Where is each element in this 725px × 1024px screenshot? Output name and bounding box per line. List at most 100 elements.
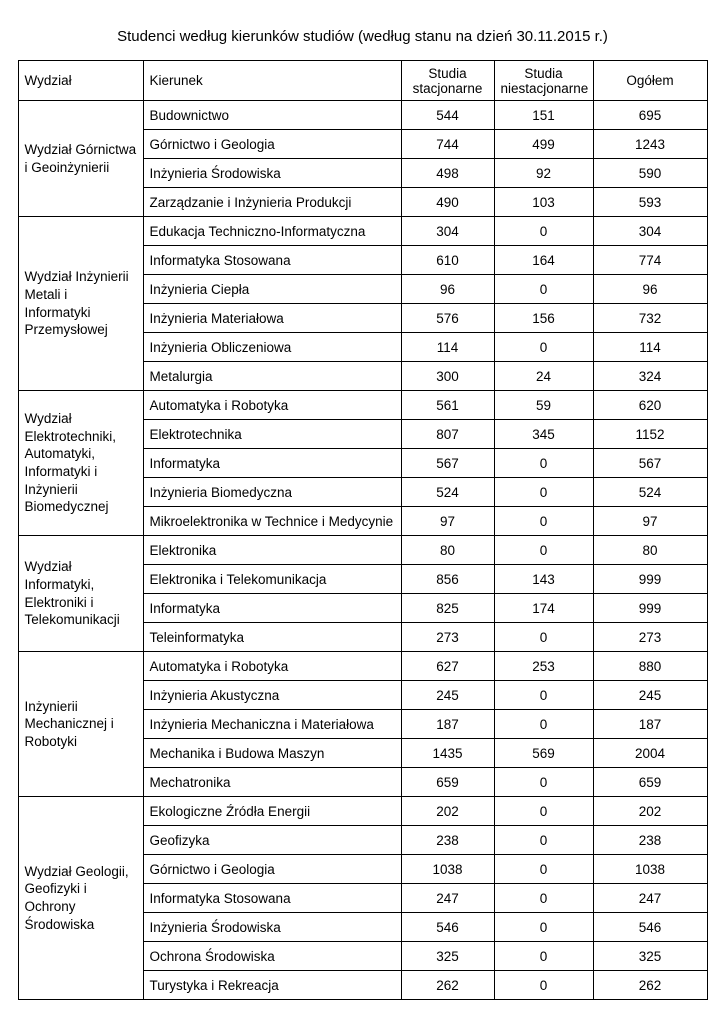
kierunek-cell: Mechatronika bbox=[142, 767, 402, 797]
kierunek-cell: Automatyka i Robotyka bbox=[142, 651, 402, 681]
table-row: Wydział Elektrotechniki, Automatyki, Inf… bbox=[17, 390, 708, 536]
kierunek-cell: Ochrona Środowiska bbox=[142, 941, 402, 971]
table-row: Elektronika i Telekomunikacja 856 143 999 bbox=[18, 564, 708, 594]
niestacjonarne-cell: 0 bbox=[493, 680, 594, 710]
niestacjonarne-cell: 24 bbox=[493, 361, 594, 391]
stacjonarne-cell: 490 bbox=[400, 187, 495, 217]
table-row: Inżynierii Mechanicznej i Robotyki Automa… bbox=[17, 651, 708, 797]
table-row: Górnictwo i Geologia 1038 0 1038 bbox=[18, 854, 708, 884]
table-row: Inżynieria Środowiska 546 0 546 bbox=[18, 912, 708, 942]
kierunek-cell: Inżynieria Ciepła bbox=[142, 274, 402, 304]
ogolem-cell: 114 bbox=[592, 332, 708, 362]
kierunek-cell: Geofizyka bbox=[142, 825, 402, 855]
stacjonarne-cell: 1038 bbox=[400, 854, 495, 884]
table-row: Górnictwo i Geologia 744 499 1243 bbox=[18, 129, 708, 159]
stacjonarne-cell: 80 bbox=[400, 535, 495, 565]
table-row: Wydział Informatyki, Elektroniki i Telek… bbox=[17, 535, 708, 652]
table-row: Inżynieria Ciepła 96 0 96 bbox=[18, 274, 708, 304]
ogolem-cell: 567 bbox=[592, 448, 708, 478]
column-header-kierunek: Kierunek bbox=[142, 60, 402, 101]
table-row: Informatyka 825 174 999 bbox=[18, 593, 708, 623]
stacjonarne-cell: 627 bbox=[400, 651, 495, 681]
stacjonarne-cell: 659 bbox=[400, 767, 495, 797]
ogolem-cell: 1243 bbox=[592, 129, 708, 159]
column-header-wydzial: Wydział bbox=[17, 60, 144, 101]
niestacjonarne-cell: 0 bbox=[493, 941, 594, 971]
niestacjonarne-cell: 0 bbox=[493, 767, 594, 797]
stacjonarne-cell: 202 bbox=[400, 796, 495, 826]
faculty-cell: Wydział Elektrotechniki, Automatyki, Inf… bbox=[17, 390, 144, 536]
niestacjonarne-cell: 0 bbox=[493, 912, 594, 942]
column-header-ogolem: Ogółem bbox=[592, 60, 708, 101]
niestacjonarne-cell: 0 bbox=[493, 970, 594, 1000]
kierunek-cell: Edukacja Techniczno-Informatyczna bbox=[142, 216, 402, 246]
stacjonarne-cell: 807 bbox=[400, 419, 495, 449]
table-row: Wydział Inżynierii Metali i Informatyki … bbox=[17, 216, 708, 391]
table-row: Elektrotechnika 807 345 1152 bbox=[18, 419, 708, 449]
stacjonarne-cell: 610 bbox=[400, 245, 495, 275]
kierunek-cell: Teleinformatyka bbox=[142, 622, 402, 652]
stacjonarne-cell: 187 bbox=[400, 709, 495, 739]
niestacjonarne-cell: 103 bbox=[493, 187, 594, 217]
niestacjonarne-cell: 253 bbox=[493, 651, 594, 681]
kierunek-cell: Informatyka Stosowana bbox=[142, 883, 402, 913]
stacjonarne-cell: 273 bbox=[400, 622, 495, 652]
kierunek-cell: Górnictwo i Geologia bbox=[142, 129, 402, 159]
ogolem-cell: 524 bbox=[592, 477, 708, 507]
niestacjonarne-cell: 0 bbox=[493, 506, 594, 536]
kierunek-cell: Metalurgia bbox=[142, 361, 402, 391]
stacjonarne-cell: 97 bbox=[400, 506, 495, 536]
ogolem-cell: 202 bbox=[592, 796, 708, 826]
kierunek-cell: Turystyka i Rekreacja bbox=[142, 970, 402, 1000]
table-row: Mechanika i Budowa Maszyn 1435 569 2004 bbox=[18, 738, 708, 768]
faculty-cell: Wydział Inżynierii Metali i Informatyki … bbox=[17, 216, 144, 391]
ogolem-cell: 324 bbox=[592, 361, 708, 391]
table-row: Zarządzanie i Inżynieria Produkcji 490 103… bbox=[18, 187, 708, 217]
kierunek-cell: Automatyka i Robotyka bbox=[142, 390, 402, 420]
stacjonarne-cell: 744 bbox=[400, 129, 495, 159]
ogolem-cell: 304 bbox=[592, 216, 708, 246]
niestacjonarne-cell: 156 bbox=[493, 303, 594, 333]
faculty-cell: Wydział Górnictwa i Geoinżynierii bbox=[17, 100, 144, 217]
ogolem-cell: 1152 bbox=[592, 419, 708, 449]
table-row: Informatyka 567 0 567 bbox=[18, 448, 708, 478]
ogolem-cell: 590 bbox=[592, 158, 708, 188]
kierunek-cell: Elektrotechnika bbox=[142, 419, 402, 449]
kierunek-cell: Inżynieria Akustyczna bbox=[142, 680, 402, 710]
ogolem-cell: 620 bbox=[592, 390, 708, 420]
ogolem-cell: 80 bbox=[592, 535, 708, 565]
table-row: Mechatronika 659 0 659 bbox=[18, 767, 708, 797]
kierunek-cell: Inżynieria Środowiska bbox=[142, 912, 402, 942]
stacjonarne-cell: 1435 bbox=[400, 738, 495, 768]
kierunek-cell: Zarządzanie i Inżynieria Produkcji bbox=[142, 187, 402, 217]
kierunek-cell: Informatyka bbox=[142, 448, 402, 478]
faculty-cell: Inżynierii Mechanicznej i Robotyki bbox=[17, 651, 144, 797]
niestacjonarne-cell: 151 bbox=[493, 100, 594, 130]
ogolem-cell: 880 bbox=[592, 651, 708, 681]
niestacjonarne-cell: 0 bbox=[493, 796, 594, 826]
ogolem-cell: 2004 bbox=[592, 738, 708, 768]
kierunek-cell: Informatyka bbox=[142, 593, 402, 623]
kierunek-cell: Budownictwo bbox=[142, 100, 402, 130]
stacjonarne-cell: 498 bbox=[400, 158, 495, 188]
niestacjonarne-cell: 59 bbox=[493, 390, 594, 420]
ogolem-cell: 247 bbox=[592, 883, 708, 913]
table-row: Inżynieria Mechaniczna i Materiałowa 187 0… bbox=[18, 709, 708, 739]
niestacjonarne-cell: 143 bbox=[493, 564, 594, 594]
stacjonarne-cell: 245 bbox=[400, 680, 495, 710]
niestacjonarne-cell: 0 bbox=[493, 825, 594, 855]
kierunek-cell: Elektronika bbox=[142, 535, 402, 565]
stacjonarne-cell: 546 bbox=[400, 912, 495, 942]
ogolem-cell: 97 bbox=[592, 506, 708, 536]
kierunek-cell: Górnictwo i Geologia bbox=[142, 854, 402, 884]
page-title: Studenci według kierunków studiów (wedłu… bbox=[117, 28, 608, 45]
table-row: Wydział Geologii, Geofizyki i Ochrony Śr… bbox=[17, 796, 708, 1000]
table-row: Wydział Górnictwa i Geoinżynierii Budowni… bbox=[17, 100, 708, 217]
table-body: Wydział Górnictwa i Geoinżynierii Budowni… bbox=[17, 100, 708, 1000]
ogolem-cell: 1038 bbox=[592, 854, 708, 884]
ogolem-cell: 659 bbox=[592, 767, 708, 797]
kierunek-cell: Mikroelektronika w Technice i Medycynie bbox=[142, 506, 402, 536]
niestacjonarne-cell: 0 bbox=[493, 216, 594, 246]
stacjonarne-cell: 567 bbox=[400, 448, 495, 478]
ogolem-cell: 273 bbox=[592, 622, 708, 652]
